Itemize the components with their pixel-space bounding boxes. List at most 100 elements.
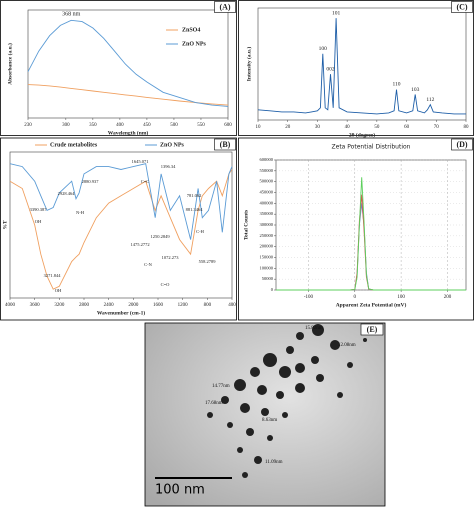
- band-annotation: 3271.844: [44, 273, 62, 278]
- band-annotation: C=C: [141, 179, 150, 184]
- data-line: [27, 84, 229, 106]
- band-annotation: 881.3464: [186, 207, 204, 212]
- x-tick-label: 2000: [128, 303, 139, 308]
- data-line: [9, 163, 233, 240]
- y-tick-label: 200000: [260, 244, 274, 249]
- x-tick-label: 350: [89, 123, 97, 128]
- band-annotation: 3390.387: [30, 207, 48, 212]
- data-line: [27, 19, 229, 107]
- y-tick-label: 550000: [260, 168, 274, 173]
- x-tick-label: 1600: [153, 303, 164, 308]
- panel-label-box: [451, 138, 473, 151]
- size-label: 17.68nm: [205, 401, 223, 406]
- x-tick-label: 30: [315, 125, 321, 130]
- x-tick-label: 0: [354, 295, 357, 300]
- size-label: 11.09nm: [265, 460, 283, 465]
- x-tick-label: 550: [197, 123, 205, 128]
- panel-frame: [0, 0, 237, 136]
- x-tick-label: 400: [228, 303, 236, 308]
- peak-label: 103: [411, 87, 420, 93]
- panel-label-box: [214, 138, 236, 151]
- y-tick-label: 0: [271, 287, 274, 292]
- plot-area: [9, 151, 233, 299]
- x-tick-label: 10: [256, 125, 262, 130]
- peak-label: 110: [392, 82, 400, 88]
- y-axis-label: %T: [2, 220, 8, 230]
- data-line: [276, 194, 466, 291]
- y-tick-label: 350000: [260, 211, 274, 216]
- peak-label: 101: [332, 10, 341, 16]
- x-tick-label: 80: [464, 125, 470, 130]
- y-axis-label: Total Counts: [243, 210, 249, 240]
- panel-label: (A): [219, 2, 230, 11]
- band-annotation: C-H: [196, 229, 205, 234]
- size-label: 14.77nm: [212, 384, 230, 389]
- x-tick-label: 50: [374, 125, 380, 130]
- x-tick-label: 230: [24, 123, 32, 128]
- band-annotation: 2928.464: [58, 191, 76, 196]
- x-tick-label: -100: [304, 295, 314, 300]
- x-tick-label: 3200: [54, 303, 65, 308]
- size-label: 8.63nm: [262, 418, 277, 423]
- y-tick-label: 100000: [260, 265, 274, 270]
- x-tick-label: 4000: [5, 303, 16, 308]
- band-annotation: 1645.071: [132, 159, 149, 164]
- y-tick-label: 400000: [260, 200, 274, 205]
- plot-area: [257, 7, 467, 121]
- panel-frame: [238, 0, 474, 136]
- x-tick-label: 450: [143, 123, 151, 128]
- panel-frame: [238, 137, 474, 321]
- panel-label: (B): [220, 140, 231, 149]
- x-tick-label: 2800: [79, 303, 90, 308]
- y-tick-label: 150000: [260, 255, 274, 260]
- plot-area: [27, 9, 229, 119]
- band-annotation: 1475.2772: [130, 242, 149, 247]
- band-annotation: C=O: [161, 282, 171, 287]
- x-tick-label: 70: [434, 125, 440, 130]
- peak-annotation: 368 nm: [62, 12, 81, 18]
- data-line: [276, 203, 466, 291]
- data-line: [276, 177, 466, 291]
- x-tick-label: 300: [62, 123, 70, 128]
- panel-frame: [0, 137, 237, 321]
- y-tick-label: 500000: [260, 179, 274, 184]
- x-axis-label: Wavelength (nm): [108, 129, 149, 136]
- legend-label: ZnO NPs: [160, 142, 185, 148]
- panel-label: (D): [456, 140, 467, 149]
- size-label: 15.82nm: [305, 326, 323, 331]
- x-axis-label: Apparent Zeta Potential (mV): [336, 301, 407, 308]
- size-label: 12.08nm: [338, 343, 356, 348]
- scale-bar-label: 100 nm: [155, 483, 205, 498]
- data-line: [257, 18, 466, 115]
- nanoparticles: [207, 324, 367, 478]
- x-tick-label: 2400: [104, 303, 115, 308]
- band-annotation: 1250.2849: [150, 234, 170, 239]
- band-annotation: 558.2789: [199, 259, 217, 264]
- x-tick-label: 100: [397, 295, 405, 300]
- panel-label: (E): [367, 325, 378, 334]
- y-tick-label: 250000: [260, 233, 274, 238]
- band-annotation: N-H: [76, 210, 85, 215]
- peak-label: 002: [326, 66, 335, 72]
- x-tick-label: 500: [170, 123, 178, 128]
- band-annotation: 2880.937: [82, 179, 100, 184]
- y-tick-label: 300000: [260, 222, 274, 227]
- x-tick-label: 3600: [30, 303, 41, 308]
- y-axis-label: Absorbance (a.u.): [6, 43, 13, 85]
- band-annotation: 781.062: [187, 193, 202, 198]
- y-axis-label: Intensity (a.u.): [245, 47, 252, 82]
- panel-label-box: [451, 1, 473, 13]
- x-tick-label: 20: [285, 125, 291, 130]
- plot-area: [275, 159, 467, 291]
- peak-label: 100: [319, 46, 328, 52]
- x-axis-label: 2θ (degree): [349, 131, 375, 138]
- x-tick-label: 800: [204, 303, 212, 308]
- panel-label: (C): [456, 2, 467, 11]
- band-annotation: OH: [55, 288, 62, 293]
- panel-label-box: [360, 323, 384, 336]
- band-annotation: C-N: [144, 262, 153, 267]
- band-annotation: 1072.273: [162, 255, 180, 260]
- legend-label: ZnSO4: [182, 27, 200, 33]
- legend-label: Crude metabolites: [50, 142, 98, 148]
